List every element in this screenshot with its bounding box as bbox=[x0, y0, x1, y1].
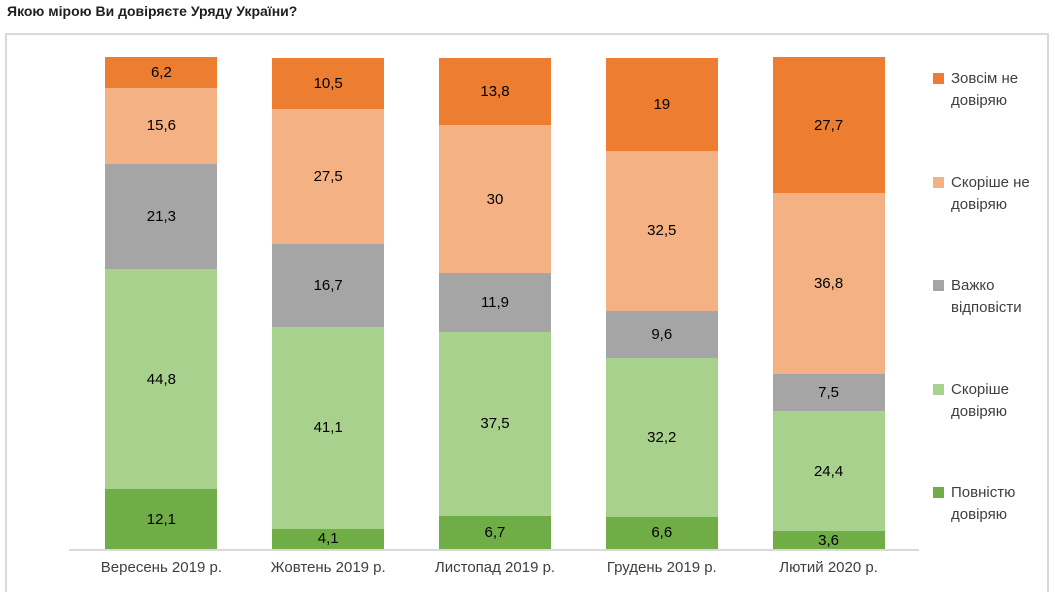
bar-value-label: 3,6 bbox=[818, 531, 839, 549]
x-axis-line bbox=[69, 549, 919, 551]
bar-segment: 32,5 bbox=[605, 151, 718, 311]
bar-value-label: 37,5 bbox=[480, 415, 510, 433]
bar-segment: 15,6 bbox=[105, 87, 218, 165]
bar-segment: 11,9 bbox=[438, 273, 551, 332]
stacked-bar: 10,5 27,5 16,7 41,1 4,1 bbox=[272, 57, 385, 549]
chart-frame: 6,2 15,6 21,3 44,8 12,1 10,5 27,5 16,7 41,1 4,1 13… bbox=[5, 33, 1049, 592]
bar-value-label: 24,4 bbox=[813, 462, 844, 480]
bar-segment: 13,8 bbox=[438, 57, 551, 126]
bar-value-label: 30 bbox=[486, 190, 504, 208]
category-label: Жовтень 2019 р. bbox=[270, 559, 386, 576]
bar-segment: 6,6 bbox=[605, 516, 718, 549]
bar-slot: 10,5 27,5 16,7 41,1 4,1 bbox=[245, 57, 412, 549]
legend-item: Скоріше довіряю bbox=[933, 379, 1049, 423]
legend-swatch-icon bbox=[933, 280, 944, 291]
bar-value-label: 27,5 bbox=[313, 168, 343, 186]
bar-value-label: 27,7 bbox=[813, 116, 844, 134]
legend-swatch-icon bbox=[933, 383, 944, 395]
bar-segment: 27,7 bbox=[772, 57, 885, 194]
bar-segment: 37,5 bbox=[438, 331, 551, 517]
bar-value-label: 41,1 bbox=[313, 419, 343, 437]
bar-value-label: 9,6 bbox=[651, 326, 673, 343]
legend-label: Скоріше довіряю bbox=[951, 380, 1009, 420]
bar-segment: 7,5 bbox=[772, 374, 885, 412]
bar-value-label: 16,7 bbox=[313, 277, 343, 295]
bar-segment: 12,1 bbox=[105, 489, 218, 549]
stacked-bar: 13,8 30 11,9 37,5 6,7 bbox=[438, 57, 551, 549]
bar-value-label: 6,6 bbox=[651, 524, 673, 542]
bar-value-label: 32,2 bbox=[647, 428, 677, 446]
bar-value-label: 6,7 bbox=[484, 524, 506, 542]
legend-swatch-icon bbox=[933, 487, 944, 498]
bar-value-label: 19 bbox=[653, 95, 671, 113]
bar-value-label: 15,6 bbox=[146, 117, 176, 135]
bar-value-label: 4,1 bbox=[317, 530, 339, 548]
bar-segment: 3,6 bbox=[772, 531, 885, 549]
bar-segment: 27,5 bbox=[272, 109, 385, 245]
bar-segment: 9,6 bbox=[605, 310, 718, 359]
legend: Зовсім не довіряю Скоріше не довіряю Важко… bbox=[933, 68, 1049, 526]
legend-swatch-icon bbox=[933, 176, 944, 188]
bar-value-label: 36,8 bbox=[813, 275, 844, 293]
bar-segment: 4,1 bbox=[272, 528, 385, 549]
bar-slot: 19 32,5 9,6 32,2 6,6 bbox=[578, 57, 745, 549]
legend-label: Важко відповісти bbox=[951, 277, 1022, 316]
legend-item: Повністю довіряю bbox=[933, 482, 1049, 526]
bar-value-label: 10,5 bbox=[313, 74, 343, 92]
legend-swatch-icon bbox=[933, 73, 944, 84]
bar-segment: 32,2 bbox=[605, 358, 718, 517]
bar-segment: 16,7 bbox=[272, 244, 385, 327]
bar-segment: 6,2 bbox=[105, 57, 218, 88]
bar-segment: 41,1 bbox=[272, 326, 385, 529]
bar-segment: 6,7 bbox=[438, 516, 551, 549]
stacked-bar: 19 32,5 9,6 32,2 6,6 bbox=[605, 57, 718, 549]
bar-segment: 19 bbox=[605, 57, 718, 151]
legend-label: Зовсім не довіряю bbox=[951, 70, 1019, 109]
legend-item: Важко відповісти bbox=[933, 275, 1049, 319]
category-label: Лютий 2020 р. bbox=[779, 559, 878, 576]
bar-segment: 36,8 bbox=[772, 193, 885, 375]
legend-item: Зовсім не довіряю bbox=[933, 68, 1049, 112]
bar-value-label: 13,8 bbox=[480, 82, 510, 100]
bar-value-label: 32,5 bbox=[647, 222, 677, 240]
bar-segment: 21,3 bbox=[105, 164, 218, 270]
stacked-bar: 6,2 15,6 21,3 44,8 12,1 bbox=[105, 57, 218, 549]
bar-value-label: 7,5 bbox=[818, 384, 839, 402]
bar-value-label: 11,9 bbox=[480, 293, 510, 311]
bar-value-label: 12,1 bbox=[146, 510, 176, 528]
bar-value-label: 21,3 bbox=[146, 208, 176, 226]
bar-segment: 10,5 bbox=[272, 57, 385, 110]
bar-segment: 24,4 bbox=[772, 411, 885, 532]
bar-slot: 13,8 30 11,9 37,5 6,7 bbox=[412, 57, 579, 549]
bar-segment: 44,8 bbox=[105, 269, 218, 490]
bar-segment: 30 bbox=[438, 125, 551, 273]
bar-slot: 6,2 15,6 21,3 44,8 12,1 bbox=[78, 57, 245, 549]
category-label: Листопад 2019 р. bbox=[434, 559, 556, 576]
bar-value-label: 6,2 bbox=[150, 63, 172, 81]
bar-value-label: 44,8 bbox=[146, 370, 176, 388]
category-label: Грудень 2019 р. bbox=[606, 559, 717, 576]
bar-slot: 27,7 36,8 7,5 24,4 3,6 bbox=[745, 57, 912, 549]
legend-label: Повністю довіряю bbox=[951, 484, 1016, 523]
chart-title: Якою мірою Ви довіряєте Уряду України? bbox=[7, 3, 298, 19]
stacked-bar: 27,7 36,8 7,5 24,4 3,6 bbox=[772, 57, 885, 549]
legend-label: Скоріше не довіряю bbox=[951, 173, 1030, 213]
legend-item: Скоріше не довіряю bbox=[933, 172, 1049, 216]
category-label: Вересень 2019 р. bbox=[100, 559, 222, 576]
plot-area: 6,2 15,6 21,3 44,8 12,1 10,5 27,5 16,7 41,1 4,1 13… bbox=[78, 57, 912, 549]
x-axis-labels: Вересень 2019 р. Жовтень 2019 р. Листопад … bbox=[78, 559, 912, 576]
